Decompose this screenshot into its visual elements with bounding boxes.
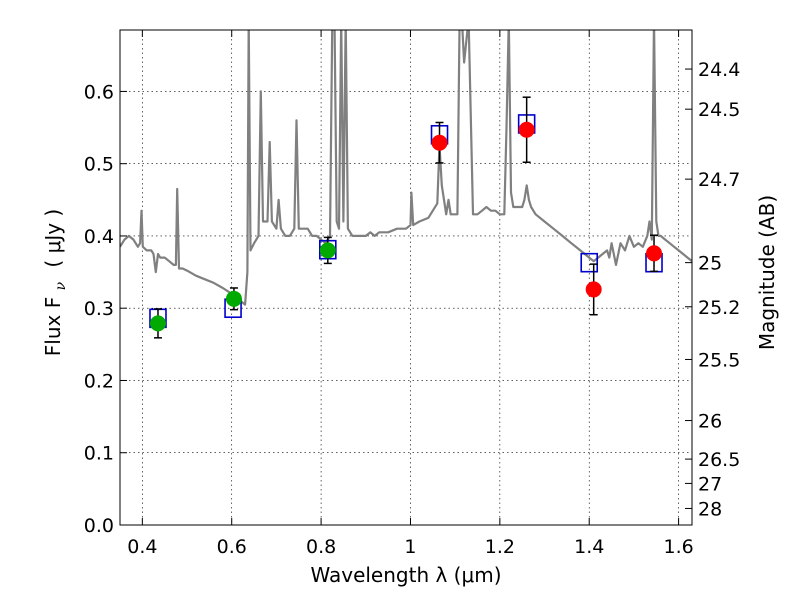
mag-tick-label: 26 [698,411,722,433]
y-tick-label: 0.3 [84,298,114,320]
mag-tick-label: 25.2 [698,297,740,319]
spectrum-series [120,30,692,306]
x-tick-label: 1.4 [574,536,604,558]
mag-tick-label: 24.5 [698,99,740,121]
observed-points [149,121,663,332]
mag-tick-label: 24.4 [698,59,740,81]
y-tick-label: 0.4 [84,226,114,248]
mag-tick-label: 27 [698,473,722,495]
grid [120,30,692,526]
right-axis-label: Magnitude (AB) [755,195,779,350]
plot-frame [119,29,693,526]
observed-point [518,121,535,138]
x-tick-label: 0.8 [306,536,336,558]
y-tick-label: 0.0 [84,515,114,537]
y-tick-label: 0.6 [84,81,114,103]
mag-tick-label: 28 [698,498,722,520]
svg-text:Flux F ν ( μJy ): Flux F ν ( μJy ) [41,209,70,356]
x-tick-label: 0.6 [217,536,247,558]
x-tick-label: 1.6 [663,536,693,558]
observed-point [149,315,166,332]
model-photometry-square [580,252,599,273]
x-tick-label: 1 [404,536,416,558]
y-tick-label: 0.1 [84,443,114,465]
y-tick-label: 0.5 [84,154,114,176]
y-axis-label-sub: ν [53,281,69,290]
observed-point [646,245,663,262]
y-axis-label-main: Flux F [41,297,65,356]
axis-ticks: 0.4 0.6 0.8 1 1.2 1.4 1.6 0.0 0.1 0.2 0.3 0.4 0.5 0.6… [84,30,740,558]
mag-tick-label: 24.7 [698,169,740,191]
observed-point [319,242,336,259]
y-axis-label-unit: ( μJy ) [41,209,65,268]
y-tick-label: 0.2 [84,370,114,392]
mag-tick-label: 26.5 [698,449,740,471]
x-tick-label: 1.2 [485,536,515,558]
x-tick-label: 0.4 [127,536,157,558]
y-axis-label: Flux F ν ( μJy ) [41,209,70,356]
mag-tick-label: 25.5 [698,349,740,371]
mag-tick-label: 25 [698,253,722,275]
x-axis-label: Wavelength λ (μm) [310,563,501,587]
observed-point [431,134,448,151]
spectrum-line [120,30,692,306]
observed-point [225,290,242,307]
observed-point [585,281,602,298]
